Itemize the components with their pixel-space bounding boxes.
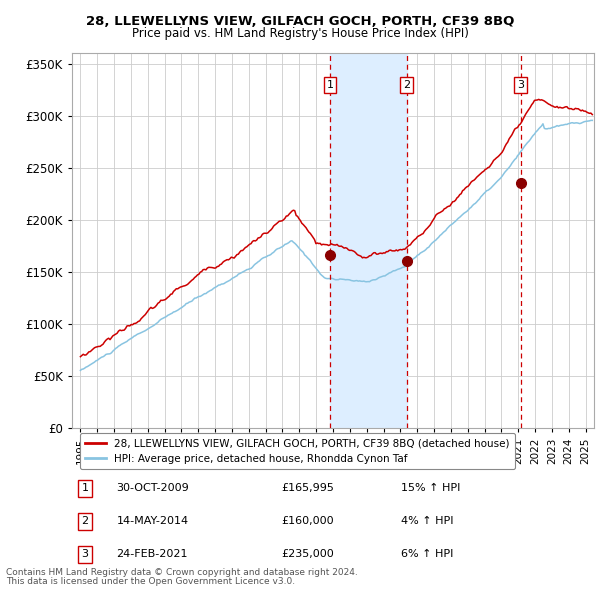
Text: 3: 3 xyxy=(82,549,89,559)
Text: 2: 2 xyxy=(82,516,89,526)
Text: 28, LLEWELLYNS VIEW, GILFACH GOCH, PORTH, CF39 8BQ: 28, LLEWELLYNS VIEW, GILFACH GOCH, PORTH… xyxy=(86,15,514,28)
Bar xyxy=(330,53,407,428)
Text: £165,995: £165,995 xyxy=(281,483,334,493)
Text: 3: 3 xyxy=(517,80,524,90)
Legend: 28, LLEWELLYNS VIEW, GILFACH GOCH, PORTH, CF39 8BQ (detached house), HPI: Averag: 28, LLEWELLYNS VIEW, GILFACH GOCH, PORTH… xyxy=(80,434,515,469)
Text: 1: 1 xyxy=(326,80,334,90)
Text: 6% ↑ HPI: 6% ↑ HPI xyxy=(401,549,453,559)
Text: 15% ↑ HPI: 15% ↑ HPI xyxy=(401,483,460,493)
Text: This data is licensed under the Open Government Licence v3.0.: This data is licensed under the Open Gov… xyxy=(6,577,295,586)
Text: 2: 2 xyxy=(403,80,410,90)
Text: 4% ↑ HPI: 4% ↑ HPI xyxy=(401,516,454,526)
Text: 14-MAY-2014: 14-MAY-2014 xyxy=(116,516,188,526)
Text: Contains HM Land Registry data © Crown copyright and database right 2024.: Contains HM Land Registry data © Crown c… xyxy=(6,568,358,577)
Text: 24-FEB-2021: 24-FEB-2021 xyxy=(116,549,188,559)
Text: £160,000: £160,000 xyxy=(281,516,334,526)
Text: 1: 1 xyxy=(82,483,89,493)
Text: Price paid vs. HM Land Registry's House Price Index (HPI): Price paid vs. HM Land Registry's House … xyxy=(131,27,469,40)
Text: £235,000: £235,000 xyxy=(281,549,334,559)
Text: 30-OCT-2009: 30-OCT-2009 xyxy=(116,483,189,493)
